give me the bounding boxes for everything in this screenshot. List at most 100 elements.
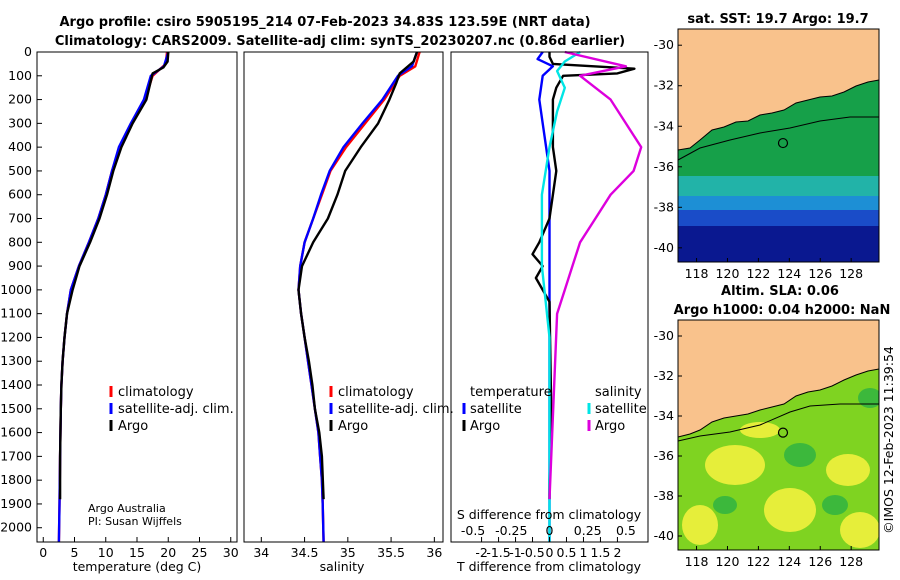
sst-y-ticks: -30 -32 -34 -36 -38 -40: [654, 37, 682, 255]
y-tick-label: 2000: [0, 520, 32, 535]
map-y-tick-label: -32: [654, 368, 674, 383]
x-tick-label: 1.5: [591, 545, 611, 560]
map-x-tick-label: 122: [746, 266, 770, 281]
temperature-x-label: temperature (deg C): [73, 559, 202, 574]
depth-y-ticks: 0 100 200 300 400 500 600 700 800 900 1000 1100 1200…: [0, 44, 42, 535]
map-x-tick-label: 128: [839, 554, 863, 569]
map-x-tick-label: 122: [746, 554, 770, 569]
temperature-x-ticks: 0 5 10 15 20 25 30: [39, 537, 239, 560]
map-y-tick-label: -40: [654, 528, 674, 543]
legend-salinity-title: salinity: [595, 385, 642, 400]
map-y-tick-label: -32: [654, 78, 674, 93]
series-t-argo: [531, 52, 636, 500]
x-tick-label: 20: [160, 545, 176, 560]
x-tick-label: 36: [426, 545, 442, 560]
y-tick-label: 900: [8, 258, 32, 273]
title-line-2: Climatology: CARS2009. Satellite-adj cli…: [55, 34, 625, 49]
y-tick-label: 1800: [0, 472, 32, 487]
salinity-x-ticks: 34 34.5 35 35.5 36: [253, 537, 442, 560]
y-tick-label: 500: [8, 163, 32, 178]
difference-panel: -2-1.5-1-0.5 0 0.5 1 1.5 2 -0.5 -0.25 0 0.25 0.5 …: [450, 50, 649, 574]
x-tick-label: 25: [192, 545, 208, 560]
sla-green-patches: [713, 388, 879, 515]
y-tick-label: 1300: [0, 353, 32, 368]
y-tick-label: 600: [8, 187, 32, 202]
s-tick-label: 0: [546, 523, 554, 538]
x-tick-label: 10: [98, 545, 114, 560]
y-tick-label: 1400: [0, 377, 32, 392]
sla-map-title-2: Argo h1000: 0.04 h2000: NaN: [674, 303, 891, 318]
s-difference-label: S difference from climatology: [457, 507, 642, 522]
legend-t-argo: Argo: [470, 419, 500, 434]
x-tick-label: 15: [129, 545, 145, 560]
x-tick-label: 2: [613, 545, 621, 560]
salinity-legend: climatology satellite-adj. clim. Argo: [329, 385, 454, 434]
map-y-tick-label: -30: [654, 37, 674, 52]
legend-climatology: climatology: [118, 385, 194, 400]
y-tick-label: 400: [8, 139, 32, 154]
y-tick-label: 200: [8, 92, 32, 107]
x-tick-label: -1: [509, 545, 521, 560]
map-x-tick-label: 118: [685, 554, 709, 569]
series-argo: [297, 51, 419, 500]
legend-argo: Argo: [338, 419, 368, 434]
map-y-tick-label: -38: [654, 488, 674, 503]
map-x-tick-label: 120: [716, 266, 740, 281]
sla-y-ticks: -30 -32 -34 -36 -38 -40: [654, 328, 682, 543]
sst-map-title: sat. SST: 19.7 Argo: 19.7: [687, 12, 868, 27]
credit-line-2: PI: Susan Wijffels: [88, 515, 182, 528]
x-tick-label: -1.5: [486, 545, 510, 560]
series-t-satellite: [536, 51, 555, 542]
title-line-1: Argo profile: csiro 5905195_214 07-Feb-2…: [59, 15, 590, 30]
sla-map-title: Altim. SLA: 0.06: [721, 284, 839, 299]
y-tick-label: 700: [8, 211, 32, 226]
s-tick-label: 0.25: [574, 523, 602, 538]
s-tick-label: -0.5: [461, 523, 485, 538]
map-y-tick-label: -38: [654, 199, 674, 214]
sst-argo-marker: [777, 137, 789, 149]
series-argo: [58, 51, 170, 500]
x-tick-label: 34: [253, 545, 269, 560]
y-tick-label: 800: [8, 234, 32, 249]
sst-map: sat. SST: 19.7 Argo: 19.7 118 120 122 124 12…: [654, 12, 880, 281]
map-y-tick-label: -34: [654, 408, 674, 423]
legend-satellite-adj: satellite-adj. clim.: [338, 402, 454, 417]
difference-legend: temperature salinity satellite Argo sate…: [462, 385, 647, 434]
map-y-tick-label: -40: [654, 240, 674, 255]
y-tick-label: 1900: [0, 496, 32, 511]
sla-map: Altim. SLA: 0.06 Argo h1000: 0.04 h2000:…: [654, 284, 891, 569]
x-tick-label: 0: [39, 545, 47, 560]
t-difference-x-label: T difference from climatology: [456, 559, 642, 574]
legend-climatology: climatology: [338, 385, 414, 400]
y-tick-label: 1700: [0, 448, 32, 463]
legend-temperature-title: temperature: [470, 385, 552, 400]
y-tick-label: 1200: [0, 329, 32, 344]
map-x-tick-label: 126: [808, 266, 832, 281]
legend-argo: Argo: [118, 419, 148, 434]
series-s-argo: [548, 50, 643, 500]
x-tick-label: 30: [223, 545, 239, 560]
sst-x-ticks: 118 120 122 124 126 128: [685, 258, 863, 281]
y-tick-label: 0: [24, 44, 32, 59]
salinity-x-label: salinity: [320, 559, 365, 574]
x-tick-label: 0.5: [557, 545, 577, 560]
sla-x-ticks: 118 120 122 124 126 128: [685, 546, 863, 569]
map-x-tick-label: 118: [685, 266, 709, 281]
y-tick-label: 1100: [0, 306, 32, 321]
s-tick-label: -0.25: [495, 523, 527, 538]
map-y-tick-label: -36: [654, 159, 674, 174]
map-x-tick-label: 126: [808, 554, 832, 569]
sla-yellow-patches: [682, 422, 879, 548]
x-tick-label: 0: [546, 545, 554, 560]
salinity-panel: 34 34.5 35 35.5 36 salinity climatology sate…: [243, 51, 454, 574]
map-y-tick-label: -30: [654, 328, 674, 343]
y-tick-label: 300: [8, 115, 32, 130]
y-tick-label: 1600: [0, 425, 32, 440]
x-tick-label: 1: [579, 545, 587, 560]
series-s-satellite: [540, 50, 581, 542]
y-tick-label: 100: [8, 68, 32, 83]
y-tick-label: 1500: [0, 401, 32, 416]
x-tick-label: 34.5: [291, 545, 319, 560]
legend-satellite-adj: satellite-adj. clim.: [118, 402, 234, 417]
